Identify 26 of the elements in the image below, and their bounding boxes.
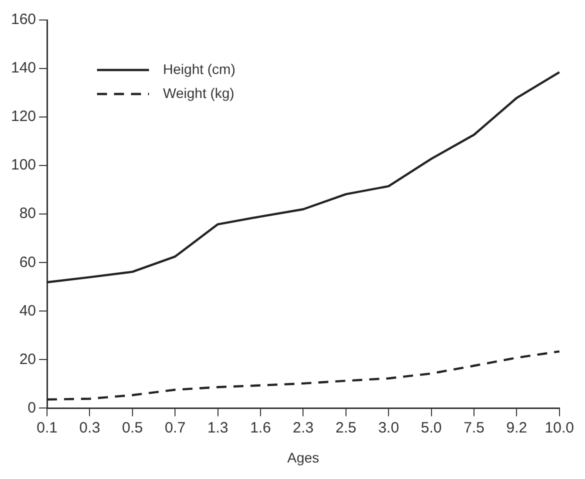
x-tick-label: 3.0 xyxy=(378,419,400,436)
x-tick-label: 0.1 xyxy=(36,419,58,436)
y-tick-label: 0 xyxy=(28,399,36,416)
x-tick-label: 9.2 xyxy=(506,419,528,436)
legend-label: Weight (kg) xyxy=(163,84,234,101)
y-tick-label: 80 xyxy=(19,205,36,222)
y-tick-label: 120 xyxy=(10,108,36,126)
y-tick-label: 20 xyxy=(19,350,36,368)
x-tick-label: 10.0 xyxy=(544,419,574,436)
x-tick-label: 5.0 xyxy=(420,419,442,436)
y-tick-label: 60 xyxy=(19,254,36,271)
y-tick-label: 140 xyxy=(10,60,36,77)
x-tick-label: 7.5 xyxy=(464,419,484,436)
x-tick-label: 2.5 xyxy=(335,419,356,436)
x-axis-title: Ages xyxy=(287,449,320,466)
x-tick-label: 1.6 xyxy=(250,419,271,436)
y-tick-label: 160 xyxy=(10,11,36,28)
x-tick-label: 0.5 xyxy=(122,419,143,436)
legend-label: Height (cm) xyxy=(163,60,236,77)
line-series xyxy=(46,350,561,401)
x-tick-label: 0.3 xyxy=(79,419,100,436)
y-tick-label: 40 xyxy=(19,302,36,320)
y-tick-label: 100 xyxy=(10,156,36,174)
x-tick-label: 2.3 xyxy=(292,419,314,436)
x-tick-label: 1.3 xyxy=(207,419,228,436)
x-tick-label: 0.7 xyxy=(164,419,186,436)
